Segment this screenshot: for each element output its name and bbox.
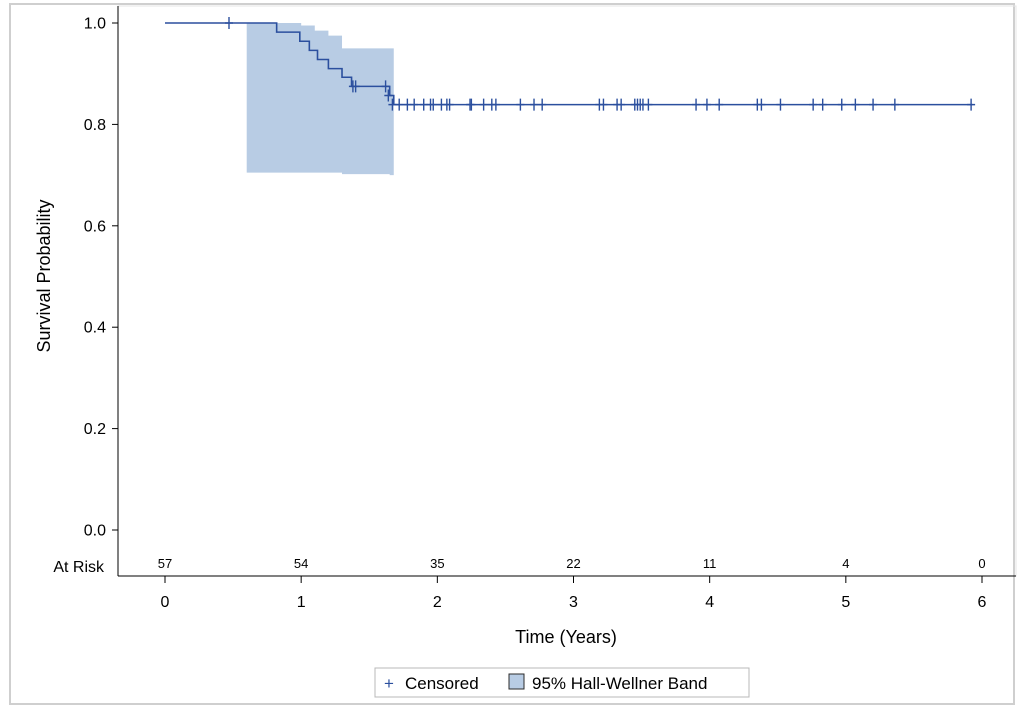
y-tick-label: 1.0 bbox=[84, 16, 106, 33]
censored-mark bbox=[395, 98, 404, 111]
censored-mark bbox=[410, 98, 419, 111]
censored-mark bbox=[381, 80, 390, 93]
censored-mark bbox=[445, 98, 454, 111]
y-tick-label: 0.8 bbox=[84, 117, 106, 134]
censored-mark bbox=[467, 98, 476, 111]
censored-mark bbox=[479, 98, 488, 111]
x-axis-title: Time (Years) bbox=[515, 627, 617, 647]
at-risk-label: At Risk bbox=[53, 559, 105, 576]
censored-legend-symbol-icon: + bbox=[384, 674, 394, 693]
confidence-band bbox=[246, 23, 394, 179]
censored-mark bbox=[599, 98, 608, 111]
at-risk-count: 22 bbox=[566, 556, 580, 571]
band-legend-swatch-icon bbox=[508, 673, 525, 690]
censored-mark bbox=[702, 98, 711, 111]
censored-mark bbox=[388, 98, 397, 111]
censored-marks-layer bbox=[224, 17, 976, 111]
at-risk-count: 0 bbox=[978, 556, 985, 571]
x-tick-label: 3 bbox=[569, 594, 578, 611]
y-tick-label: 0.0 bbox=[84, 523, 106, 540]
x-tick-label: 0 bbox=[161, 594, 170, 611]
censored-mark bbox=[715, 98, 724, 111]
censored-mark bbox=[530, 98, 539, 111]
censored-mark bbox=[809, 98, 818, 111]
x-axis-ticks: 0 1 2 3 4 5 6 bbox=[161, 576, 987, 611]
censored-mark bbox=[757, 98, 766, 111]
confidence-band-layer bbox=[246, 23, 394, 179]
survival-line-layer bbox=[165, 22, 973, 106]
censored-mark bbox=[384, 89, 393, 102]
at-risk-count: 4 bbox=[842, 556, 849, 571]
censored-mark bbox=[491, 98, 500, 111]
y-tick-label: 0.2 bbox=[84, 421, 106, 438]
censored-mark bbox=[538, 98, 547, 111]
y-tick-label: 0.4 bbox=[84, 320, 106, 337]
censored-mark bbox=[419, 98, 428, 111]
at-risk-count: 35 bbox=[430, 556, 444, 571]
x-tick-label: 2 bbox=[433, 594, 442, 611]
outer-frame bbox=[9, 3, 1015, 705]
x-tick-label: 6 bbox=[978, 594, 987, 611]
censored-mark bbox=[776, 98, 785, 111]
survival-curve bbox=[165, 22, 973, 106]
censored-mark bbox=[516, 98, 525, 111]
x-tick-label: 1 bbox=[297, 594, 306, 611]
x-tick-label: 5 bbox=[841, 594, 850, 611]
censored-mark bbox=[818, 98, 827, 111]
at-risk-count: 11 bbox=[703, 556, 717, 571]
censored-mark bbox=[851, 98, 860, 111]
band-legend-label: 95% Hall-Wellner Band bbox=[532, 674, 707, 693]
censored-mark bbox=[429, 98, 438, 111]
at-risk-table: 57 54 35 22 11 4 0 bbox=[158, 556, 986, 571]
censored-mark bbox=[967, 98, 976, 111]
x-tick-label: 4 bbox=[705, 594, 714, 611]
censored-mark bbox=[644, 98, 653, 111]
y-axis-ticks: 0.0 0.2 0.4 0.6 0.8 1.0 bbox=[84, 16, 118, 540]
censored-mark bbox=[403, 98, 412, 111]
censored-legend-label: Censored bbox=[405, 674, 479, 693]
censored-mark bbox=[837, 98, 846, 111]
at-risk-count: 54 bbox=[294, 556, 308, 571]
y-tick-label: 0.6 bbox=[84, 218, 106, 235]
at-risk-count: 57 bbox=[158, 556, 172, 571]
censored-mark bbox=[617, 98, 626, 111]
censored-mark bbox=[692, 98, 701, 111]
censored-mark bbox=[869, 98, 878, 111]
legend: + Censored 95% Hall-Wellner Band bbox=[374, 667, 750, 698]
legend-box bbox=[374, 667, 750, 698]
censored-mark bbox=[890, 98, 899, 111]
censored-mark bbox=[351, 80, 360, 93]
censored-mark bbox=[224, 17, 233, 29]
y-axis-title: Survival Probability bbox=[34, 199, 54, 352]
